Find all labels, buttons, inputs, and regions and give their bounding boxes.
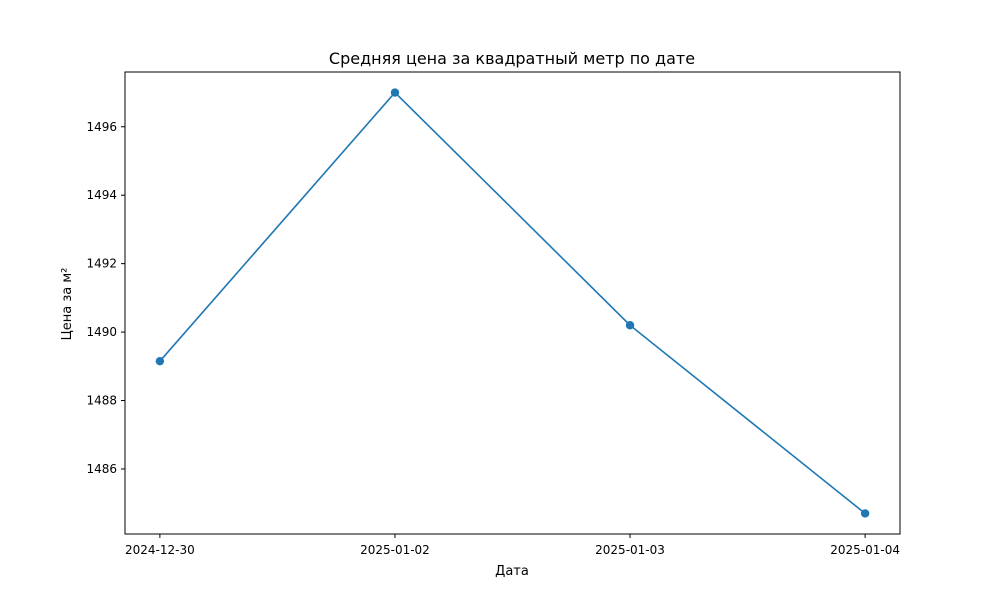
x-tick-label: 2024-12-30 — [125, 543, 195, 557]
y-tick-label: 1490 — [86, 325, 117, 339]
data-point — [860, 509, 870, 518]
x-tick-label: 2025-01-04 — [830, 543, 900, 557]
x-tick-label: 2025-01-03 — [595, 543, 665, 557]
x-axis-label: Дата — [495, 564, 529, 579]
y-axis-label: Цена за м² — [60, 268, 75, 341]
data-point — [390, 88, 400, 97]
plot-area: 1486 1488 1490 1492 1494 1496 2024-12-30 2025-0… — [86, 71, 901, 557]
y-tick-label: 1494 — [86, 188, 117, 202]
chart-title: Средняя цена за квадратный метр по дате — [329, 49, 695, 68]
data-point — [155, 356, 165, 366]
y-tick-label: 1496 — [86, 120, 117, 134]
plot-frame — [124, 71, 901, 535]
y-tick-label: 1488 — [86, 394, 117, 408]
x-tick-label: 2025-01-02 — [360, 543, 430, 557]
y-tick-label: 1492 — [86, 257, 117, 271]
data-point — [625, 321, 635, 330]
y-tick-label: 1486 — [86, 462, 117, 476]
series-line — [159, 91, 866, 515]
